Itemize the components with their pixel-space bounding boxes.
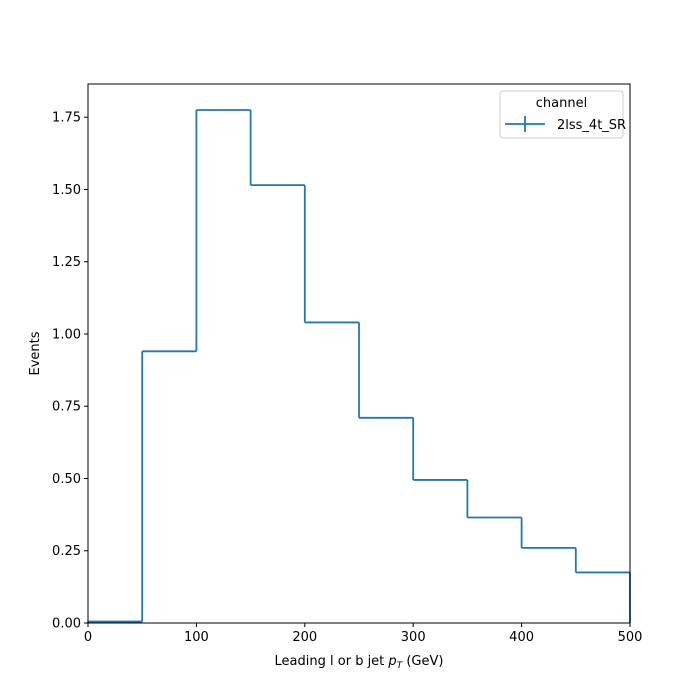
- legend-entry-label: 2lss_4t_SR: [557, 118, 626, 133]
- legend-box: [499, 90, 624, 139]
- y-tick-label: 1.25: [52, 255, 81, 270]
- y-tick-label: 1.75: [52, 111, 81, 126]
- x-tick-label: 0: [84, 630, 92, 645]
- y-tick-label: 1.50: [52, 183, 81, 198]
- x-tick-label: 200: [292, 630, 317, 645]
- y-axis-label: Events: [28, 331, 43, 375]
- x-axis-label-prefix: Leading l or b jet: [275, 654, 389, 669]
- x-tick-label: 500: [618, 630, 643, 645]
- x-tick-label: 400: [509, 630, 534, 645]
- axis-ticks: 0 100 200 300 400 500 0.00 0.25 0.50 0.75 1.00 1.25…: [52, 111, 642, 645]
- y-tick-label: 0.50: [52, 472, 81, 487]
- x-axis-label-subscript: T: [397, 661, 404, 671]
- y-tick-label: 0.25: [52, 544, 81, 559]
- plot-area: [87, 109, 631, 623]
- x-axis-label-variable: p: [387, 654, 396, 669]
- x-tick-label: 300: [401, 630, 426, 645]
- legend: channel 2lss_4t_SR: [499, 90, 626, 139]
- x-tick-label: 100: [184, 630, 209, 645]
- x-axis-label: Leading l or b jet pT (GeV): [275, 654, 444, 671]
- y-tick-label: 0.00: [52, 617, 81, 632]
- y-tick-label: 1.00: [52, 327, 81, 342]
- axes-frame: [87, 83, 631, 624]
- x-axis-label-suffix: (GeV): [402, 654, 443, 669]
- y-tick-label: 0.75: [52, 400, 81, 415]
- legend-title: channel: [536, 96, 587, 111]
